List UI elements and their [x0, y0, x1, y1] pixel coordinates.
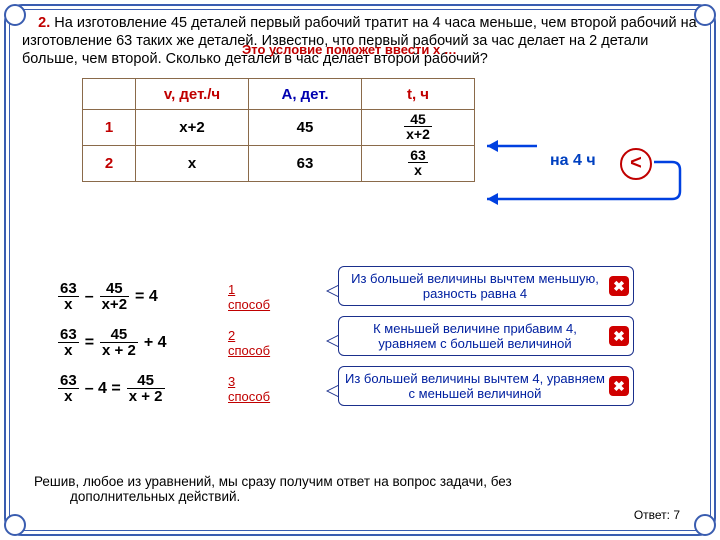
header-a: А, дет.: [249, 79, 362, 110]
callout-3: Из большей величины вычтем 4, уравняем с…: [338, 366, 634, 406]
equation-3: 63х – 4 = 45х + 2 3 способ: [58, 366, 173, 412]
data-table: v, дет./ч А, дет. t, ч 1 х+2 45 45х+2 2 …: [82, 78, 475, 182]
compare-label: на 4 ч: [550, 152, 596, 170]
bracket-arrow-icon: [472, 134, 692, 234]
footer-line2: дополнительных действий.: [70, 489, 686, 504]
row2-t: 63х: [362, 146, 475, 182]
row2-label: 2: [83, 146, 136, 182]
row1-label: 1: [83, 110, 136, 146]
equation-1: 63х – 45х+2 = 4 1 способ: [58, 274, 173, 320]
footer-note: Решив, любое из уравнений, мы сразу полу…: [34, 474, 686, 504]
header-v: v, дет./ч: [136, 79, 249, 110]
callout-2-text: К меньшей величине прибавим 4, уравняем …: [345, 321, 605, 351]
footer-line1: Решив, любое из уравнений, мы сразу полу…: [34, 474, 512, 489]
hint-text: Это условие поможет ввести х …: [242, 42, 457, 57]
close-button-2[interactable]: ✖: [609, 326, 629, 346]
answer-text: Ответ: 7: [634, 508, 680, 522]
equations-block: 63х – 45х+2 = 4 1 способ 63х = 45х + 2 +…: [58, 274, 173, 412]
callout-tail-icon: [326, 385, 338, 397]
row1-a: 45: [249, 110, 362, 146]
compare-arrow-area: на 4 ч <: [472, 134, 692, 224]
equation-2: 63х = 45х + 2 + 4 2 способ: [58, 320, 173, 366]
row1-t: 45х+2: [362, 110, 475, 146]
eq2-label: 2 способ: [228, 328, 270, 358]
callout-1: Из большей величины вычтем меньшую, разн…: [338, 266, 634, 306]
less-than-badge: <: [620, 148, 652, 180]
callout-1-text: Из большей величины вычтем меньшую, разн…: [345, 271, 605, 301]
close-button-3[interactable]: ✖: [609, 376, 629, 396]
table-row: 1 х+2 45 45х+2: [83, 110, 475, 146]
eq1-label: 1 способ: [228, 282, 270, 312]
close-button-1[interactable]: ✖: [609, 276, 629, 296]
callout-tail-icon: [326, 285, 338, 297]
eq3-label: 3 способ: [228, 374, 270, 404]
table-row: 2 х 63 63х: [83, 146, 475, 182]
problem-number: 2.: [38, 15, 50, 31]
callout-2: К меньшей величине прибавим 4, уравняем …: [338, 316, 634, 356]
callout-tail-icon: [326, 335, 338, 347]
row1-v: х+2: [136, 110, 249, 146]
row2-v: х: [136, 146, 249, 182]
callout-3-text: Из большей величины вычтем 4, уравняем с…: [345, 371, 605, 401]
header-t: t, ч: [362, 79, 475, 110]
row2-a: 63: [249, 146, 362, 182]
table-corner: [83, 79, 136, 110]
